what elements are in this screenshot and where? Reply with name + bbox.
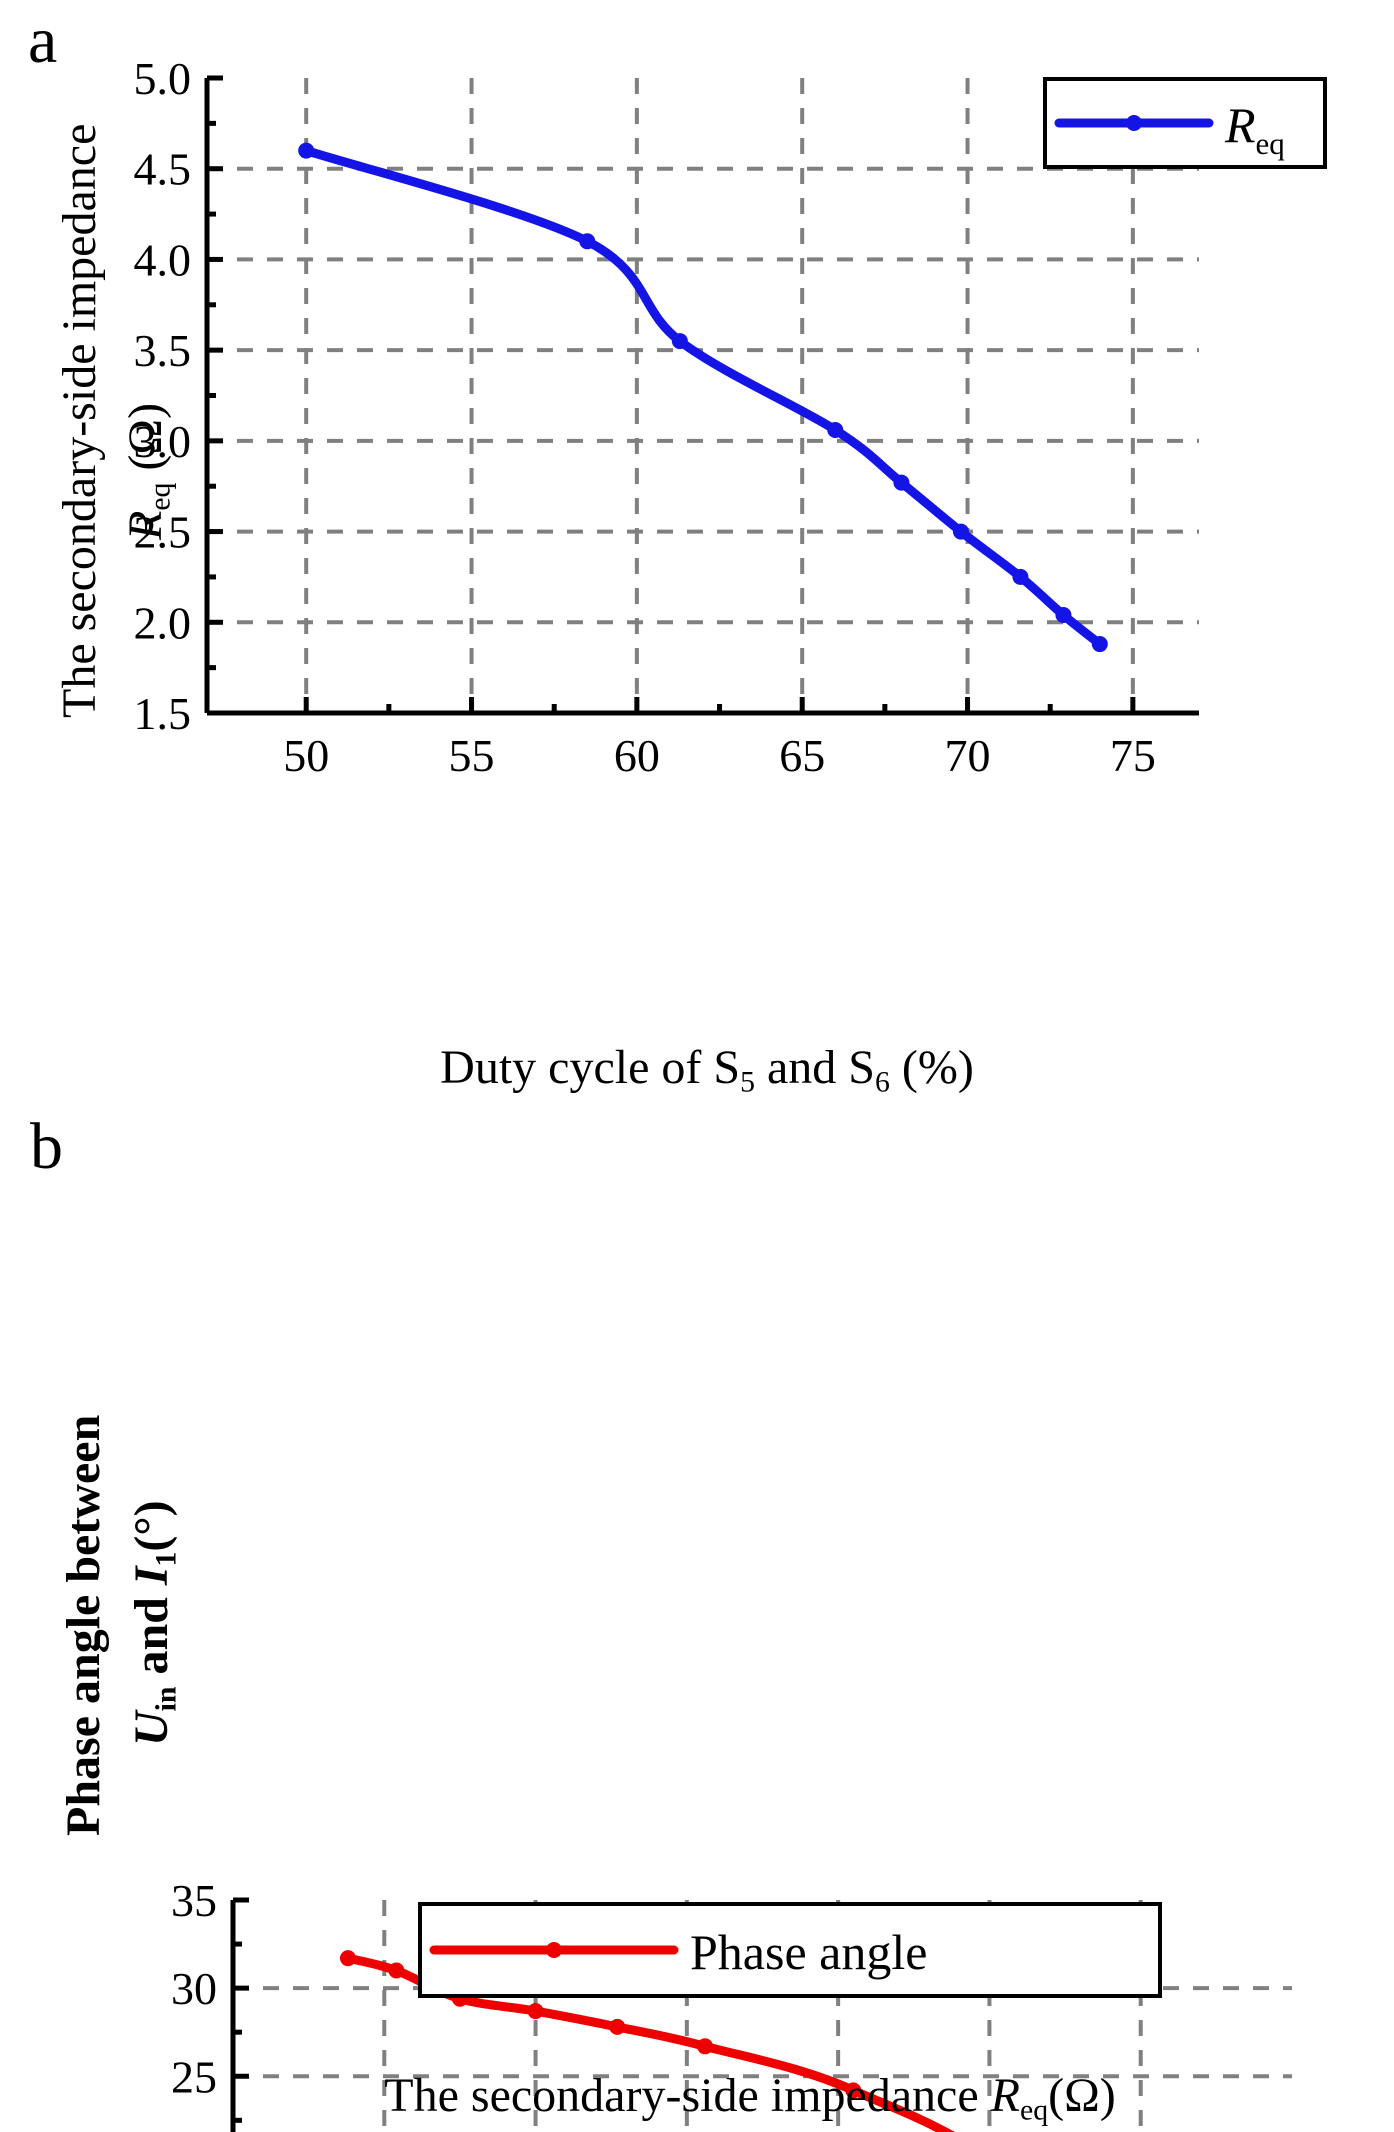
xtick-label: 60 [614, 730, 660, 781]
panel-a-xlabel: Duty cycle of S5 and S6 (%) [207, 1044, 1207, 1097]
panel-b-xlabel-R-sub: eq [1020, 2093, 1049, 2127]
panel-a-xlabel-prefix: Duty cycle of S [440, 1041, 741, 1094]
xtick-label: 70 [945, 730, 991, 781]
data-point [339, 1950, 356, 1967]
ytick-label: 2.0 [134, 597, 192, 648]
legend: Req [1043, 77, 1327, 169]
panel-a: a The secondary-side impedance Req (Ω) 1… [28, 4, 1327, 1097]
legend-label: Phase angle [690, 1924, 927, 1980]
ytick-label: 2.5 [134, 507, 192, 558]
ytick-label: 3.0 [134, 416, 192, 467]
data-point [388, 1962, 405, 1979]
xtick-label: 50 [283, 730, 329, 781]
data-point [609, 2018, 626, 2035]
data-point [1091, 636, 1108, 653]
panel-b: b Phase angle between Uin and I1(°) 5101… [0, 1066, 1394, 2132]
data-point [893, 474, 910, 491]
ytick-label: 4.0 [134, 234, 192, 285]
panel-a-xlabel-sub2: 6 [874, 1065, 890, 1099]
ytick-label: 4.5 [134, 144, 192, 195]
data-point [298, 142, 315, 159]
data-point [952, 523, 969, 540]
panel-b-xlabel-R: R [990, 2069, 1020, 2122]
xtick-label: 65 [779, 730, 825, 781]
legend: Phase angle [418, 1902, 1162, 1998]
panel-a-xlabel-sub1: 5 [740, 1065, 755, 1099]
panel-b-letter: b [30, 1110, 63, 1183]
xtick-label: 55 [449, 730, 495, 781]
ytick-label: 25 [171, 2051, 217, 2102]
panel-a-xlabel-mid: and S [754, 1041, 875, 1094]
panel-a-xlabel-tail: (%) [889, 1041, 974, 1094]
ytick-label: 3.5 [134, 325, 192, 376]
data-point [527, 2003, 544, 2020]
panel-b-xlabel-prefix: The secondary-side impedance [384, 2069, 991, 2122]
data-point [671, 333, 688, 350]
ytick-label: 5.0 [134, 53, 192, 104]
ytick-label: 30 [171, 1963, 217, 2014]
data-point [697, 2038, 714, 2055]
data-point [827, 421, 844, 438]
xtick-label: 75 [1110, 730, 1156, 781]
data-point [1012, 568, 1029, 585]
panel-b-xlabel: The secondary-side impedance Req(Ω) [150, 2072, 1350, 2125]
legend-label: Req [1224, 97, 1285, 161]
data-point [845, 2082, 862, 2099]
ytick-label: 1.5 [134, 688, 192, 739]
panel-a-letter: a [28, 4, 58, 77]
data-point [1055, 607, 1072, 624]
panel-b-plot: 51015202530351.52.02.53.03.54.04.55.0Pha… [171, 1875, 1292, 2132]
panel-b-xlabel-tail: (Ω) [1048, 2069, 1116, 2122]
ytick-label: 35 [171, 1875, 217, 1926]
data-point [579, 233, 596, 250]
panel-a-plot: 1.5 2.0 2.5 3.0 3.5 4.0 4.5 5.0 50 55 60 65 70 75 Req [134, 53, 1327, 781]
